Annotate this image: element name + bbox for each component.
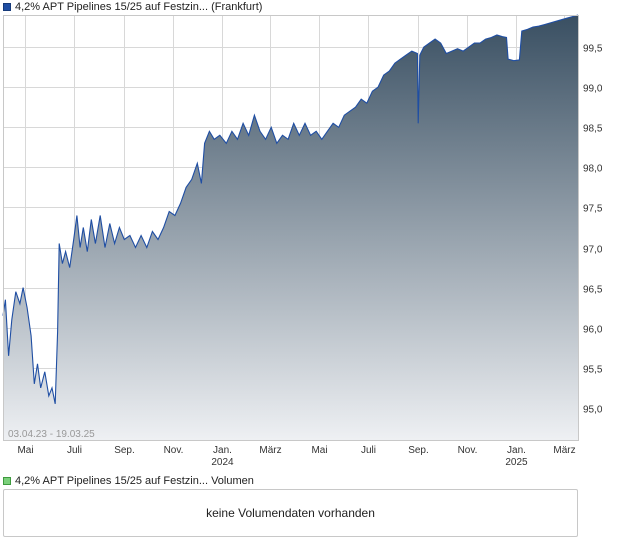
price-legend-label: 4,2% APT Pipelines 15/25 auf Festzin... … — [15, 1, 263, 13]
y-tick-label: 96,0 — [583, 325, 603, 336]
x-tick-label: Mai — [17, 445, 33, 456]
x-tick-label: Nov. — [458, 445, 478, 456]
y-tick-label: 99,5 — [583, 44, 603, 55]
x-tick-label: Sep. — [114, 445, 135, 456]
y-tick-label: 98,5 — [583, 124, 603, 135]
volume-legend-label: 4,2% APT Pipelines 15/25 auf Festzin... … — [15, 475, 254, 487]
x-tick-label: Nov. — [164, 445, 184, 456]
plot-frame — [3, 15, 579, 441]
volume-legend-swatch-icon — [3, 477, 11, 485]
price-line — [2, 14, 579, 405]
x-tick-label: März — [553, 445, 575, 456]
volume-empty-message: keine Volumendaten vorhanden — [206, 506, 375, 520]
y-tick-label: 98,0 — [583, 164, 603, 175]
x-tick-label: Juli — [361, 445, 376, 456]
y-tick-label: 99,0 — [583, 84, 603, 95]
x-tick-label: Jan. — [213, 445, 232, 456]
x-tick-year-label: 2024 — [211, 457, 234, 468]
y-tick-label: 96,5 — [583, 285, 603, 296]
volume-legend: 4,2% APT Pipelines 15/25 auf Festzin... … — [3, 474, 254, 488]
price-legend: 4,2% APT Pipelines 15/25 auf Festzin... … — [3, 0, 262, 14]
y-tick-label: 97,5 — [583, 204, 603, 215]
x-tick-label: Mai — [311, 445, 327, 456]
x-tick-year-label: 2025 — [505, 457, 528, 468]
date-range-label: 03.04.23 - 19.03.25 — [8, 429, 95, 440]
x-tick-label: Jan. — [507, 445, 526, 456]
x-tick-label: Sep. — [408, 445, 429, 456]
y-tick-label: 95,0 — [583, 405, 603, 416]
x-tick-label: März — [259, 445, 281, 456]
price-legend-swatch-icon — [3, 3, 11, 11]
y-tick-label: 95,5 — [583, 365, 603, 376]
volume-chart: keine Volumendaten vorhanden — [3, 489, 578, 537]
y-axis: 95,0 95,5 96,0 96,5 97,0 97,5 98,0 98,5 99,0 99,5 — [583, 44, 603, 416]
price-area — [3, 15, 578, 440]
y-tick-label: 97,0 — [583, 245, 603, 256]
x-tick-label: Juli — [67, 445, 82, 456]
